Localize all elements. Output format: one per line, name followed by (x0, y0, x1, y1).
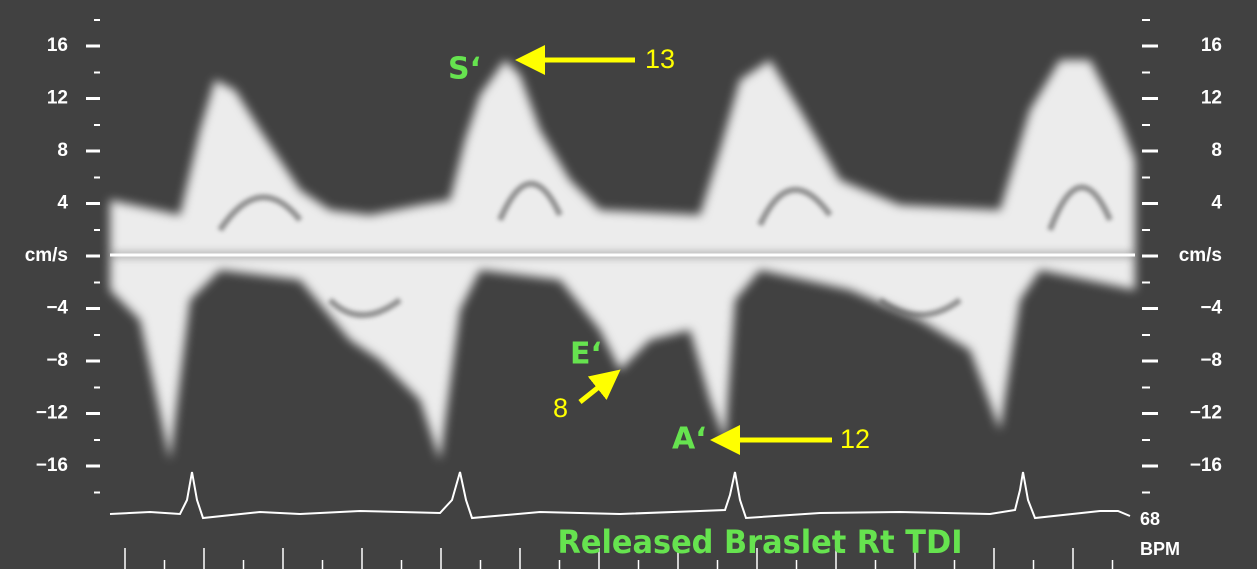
e-prime-value: 8 (553, 393, 568, 423)
right-axis-label: −4 (1200, 298, 1222, 319)
s-prime-value: 13 (645, 44, 675, 74)
right-axis-label: −8 (1200, 350, 1222, 371)
ecg-trace (109, 471, 1131, 520)
a-prime-value: 12 (840, 424, 870, 454)
left-axis-label: −4 (46, 298, 68, 319)
left-axis-label: 12 (47, 88, 68, 109)
annotations: S‘ 13 E‘ 8 A‘ 12 (448, 44, 870, 456)
left-axis-label: −12 (36, 403, 68, 424)
s-prime-label: S‘ (448, 52, 481, 87)
left-axis-label: 8 (57, 140, 68, 161)
a-prime-label: A‘ (672, 422, 707, 457)
axis-ticks (86, 19, 1158, 569)
right-axis-label: cm/s (1179, 245, 1222, 266)
right-axis-label: 8 (1211, 140, 1222, 161)
right-axis-label: 12 (1201, 88, 1222, 109)
heart-rate-value: 68 (1140, 509, 1160, 529)
caption: Released Braslet Rt TDI (558, 523, 963, 561)
right-axis-label: −12 (1190, 403, 1222, 424)
right-axis-label: 4 (1211, 193, 1222, 214)
left-axis-label: −8 (46, 350, 68, 371)
arrow (578, 369, 621, 404)
left-axis-label: cm/s (25, 245, 68, 266)
spectral-waveform (110, 60, 1135, 460)
heart-rate-unit: BPM (1140, 539, 1180, 559)
right-axis-label: −16 (1190, 455, 1222, 476)
e-prime-label: E‘ (570, 337, 602, 372)
left-axis-label: 4 (57, 193, 68, 214)
right-axis-label: 16 (1201, 35, 1222, 56)
left-axis-label: 16 (47, 35, 68, 56)
left-axis-label: −16 (36, 455, 68, 476)
